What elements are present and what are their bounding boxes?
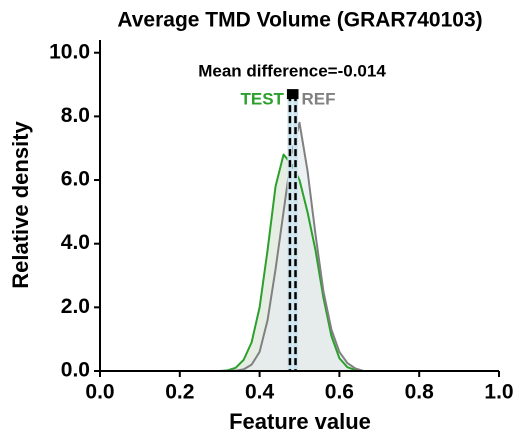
x-axis-label: Feature value <box>229 409 371 434</box>
y-axis-label: Relative density <box>8 120 33 288</box>
y-tick-label: 10.0 <box>49 40 90 63</box>
annotation: Mean difference=-0.014 <box>198 61 386 80</box>
x-tick-label: 0.2 <box>165 381 194 404</box>
y-tick-label: 0.0 <box>61 359 90 382</box>
x-tick-label: 1.0 <box>484 381 513 404</box>
y-tick-label: 4.0 <box>61 231 90 254</box>
y-tick-label: 2.0 <box>61 295 90 318</box>
legend-label: TEST <box>240 90 284 109</box>
legend-label: REF <box>302 90 336 109</box>
x-tick-label: 0.6 <box>325 381 354 404</box>
x-tick-label: 0.4 <box>245 381 275 404</box>
y-tick-label: 6.0 <box>61 168 90 191</box>
x-tick-label: 0.8 <box>405 381 435 404</box>
chart-title: Average TMD Volume (GRAR740103) <box>117 9 482 32</box>
mean-marker <box>286 89 299 100</box>
x-tick-label: 0.0 <box>85 381 114 404</box>
y-tick-label: 8.0 <box>61 104 90 127</box>
